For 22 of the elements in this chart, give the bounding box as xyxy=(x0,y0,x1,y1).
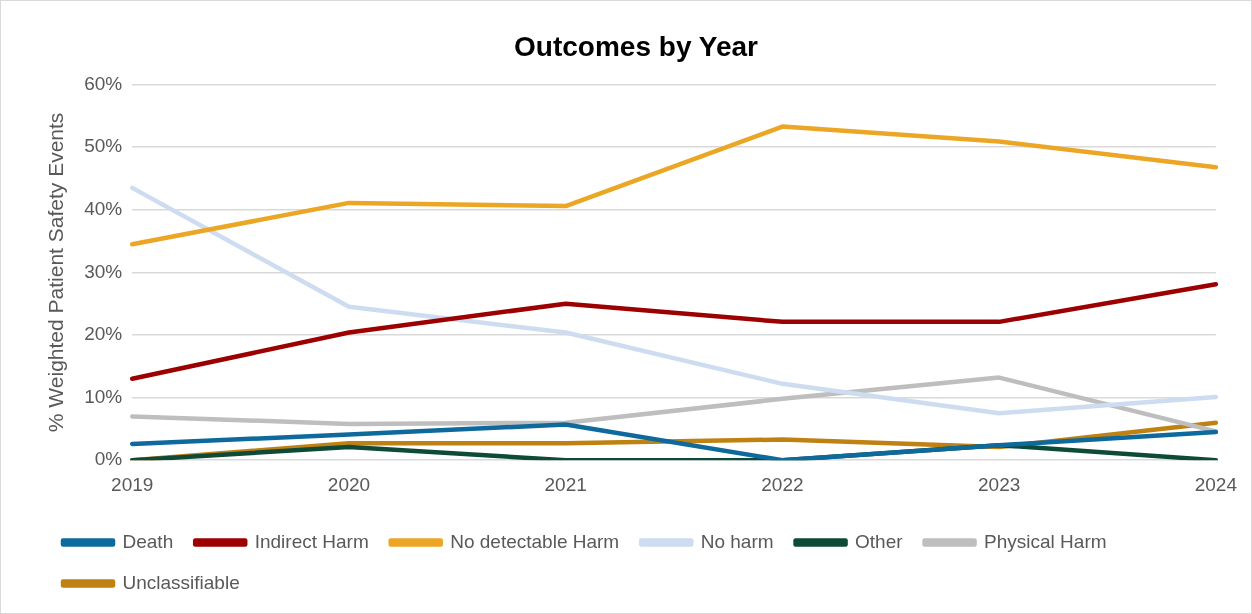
y-axis-title: % Weighted Patient Safety Events xyxy=(44,112,68,433)
legend-label: Indirect Harm xyxy=(254,530,369,552)
legend-label: No detectable Harm xyxy=(450,530,620,552)
legend-label: Unclassifiable xyxy=(122,571,240,593)
x-tick-label: 2020 xyxy=(327,473,371,495)
legend-label: Death xyxy=(122,530,174,552)
y-tick-label: 40% xyxy=(84,198,123,220)
x-tick-label: 2024 xyxy=(1194,473,1238,495)
y-tick-label: 20% xyxy=(84,323,123,345)
x-tick-label: 2022 xyxy=(761,473,804,495)
legend-label: Other xyxy=(855,530,904,552)
x-tick-label: 2019 xyxy=(111,473,154,495)
x-tick-label: 2021 xyxy=(544,473,587,495)
y-tick-label: 50% xyxy=(84,135,123,157)
chart-title: Outcomes by Year xyxy=(514,30,759,62)
y-tick-label: 10% xyxy=(84,385,123,407)
y-tick-label: 30% xyxy=(84,260,123,282)
y-tick-label: 60% xyxy=(84,72,123,94)
legend-label: No harm xyxy=(700,530,774,552)
x-tick-label: 2023 xyxy=(978,473,1021,495)
legend-label: Physical Harm xyxy=(984,530,1107,552)
y-tick-label: 0% xyxy=(94,448,123,470)
